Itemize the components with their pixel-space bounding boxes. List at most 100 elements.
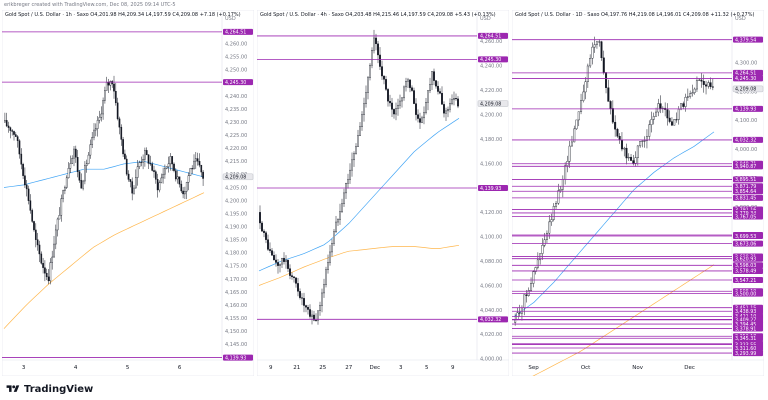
candle [154,169,157,184]
candle-body-down [171,156,174,165]
candle-body-down [31,210,34,222]
candle-body-down [13,131,15,135]
price-level-label: 3,500.00 [735,291,756,297]
candle-body-down [437,85,439,92]
candle [16,135,19,148]
candle [51,250,54,270]
candle [136,159,139,186]
candle-body-down [116,102,119,120]
candle-body-up [94,128,97,131]
candle-body-down [7,125,10,128]
price-level-tag: 4,264.51 [733,69,763,77]
candle [62,189,64,203]
candle-body-down [682,103,685,107]
price-level-tag: 4,139.93 [733,105,763,113]
candle [269,242,271,253]
candle-body-down [131,181,134,194]
price-level-tag-bg [223,354,253,361]
chart-panel-4h: USD 4,000.00 4,020.00 4,040.00 4,060.00 4,080… [257,10,509,376]
candle-body-up [641,140,644,142]
price-level-label: 3,895.51 [735,177,756,183]
x-tick-label: 25 [319,365,326,371]
price-level-tag-bg [733,335,763,342]
candle-body-up [194,158,197,162]
candle [191,165,194,174]
last-price-tag: 4,209.08 [732,85,764,93]
candle-body-up [100,113,103,118]
candle-body-down [125,158,128,175]
candle-body-up [634,157,637,164]
candle-body-up [445,110,447,114]
candle [325,266,327,288]
candle-body-down [202,171,204,179]
candle [54,224,57,250]
candle-body-up [162,173,164,179]
tradingview-footer[interactable]: TradingView [6,382,93,396]
candle [359,122,361,137]
candle-body-down [127,173,130,180]
candle [323,278,325,298]
x-tick-label: 5 [126,365,130,371]
candle [449,98,451,113]
y-tick-label: 4,060.00 [480,283,502,289]
candle-body-up [371,50,373,66]
candle-body-up [49,262,52,282]
candle [98,110,101,124]
candle-body-down [261,222,263,232]
candle-body-down [80,180,83,189]
candle-body-down [122,139,124,155]
chart-1h-svg[interactable]: USD 4,145.00 4,150.00 4,155.00 4,160.00 4,165… [2,10,254,376]
candle [559,185,562,193]
candle-body-down [287,259,289,269]
candle-body-down [151,163,154,171]
candle-body-up [357,135,359,147]
last-price-label: 4,209.08 [225,175,246,181]
candle [361,111,363,131]
candle [297,277,299,297]
candle-body-up [369,64,371,78]
candle [365,85,367,108]
candle [281,257,283,268]
price-level-tag: 3,378.91 [733,325,763,332]
candle-body-up [627,156,630,159]
candle [570,135,573,147]
candle [417,109,419,123]
candle-body-down [381,66,383,77]
candle [167,156,170,173]
candle-body-up [648,124,651,137]
price-level-tag: 3,598.03 [733,262,763,269]
candle [45,268,48,281]
candle [625,143,628,165]
price-level-tag-bg [733,240,763,247]
candle-body-up [4,120,6,123]
candle [144,147,146,167]
candle-body-up [367,77,369,93]
candle-body-up [325,269,327,285]
candle-body-down [387,89,389,102]
candle-body-up [185,182,188,192]
candle [156,173,159,198]
candle [11,129,14,136]
candle-body-up [349,169,351,180]
candle [702,74,705,93]
candle-body-down [379,54,381,67]
candle [693,87,696,95]
candle [65,175,68,190]
candle-body-down [709,82,712,87]
candle-body-down [616,129,619,137]
candle-body-down [630,156,633,161]
candle-body-down [178,176,181,185]
chart-1d-svg[interactable]: USD3,400.003,500.003,600.003,700.003,800… [512,10,764,376]
price-level-label: 3,940.87 [735,164,756,170]
last-price-tag: 4,209.08 [222,173,254,181]
candle [705,80,708,95]
candle [425,97,427,115]
chart-4h-svg[interactable]: USD 4,000.00 4,020.00 4,040.00 4,060.00 4,080… [257,10,509,376]
candle-body-up [447,109,449,112]
price-level-tag: 3,699.53 [733,232,763,240]
candle-body-up [323,284,325,294]
candle-body-up [399,100,401,106]
candle [627,153,630,161]
candle-body-down [525,294,528,296]
candle [607,79,610,102]
